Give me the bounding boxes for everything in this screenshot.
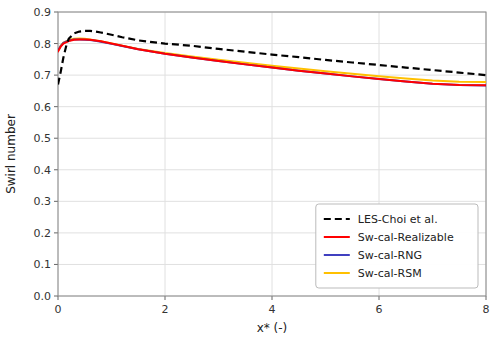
tick-mark: [54, 75, 58, 76]
tick-mark: [54, 201, 58, 202]
tick-mark: [165, 296, 166, 300]
legend-swatch: [324, 218, 350, 220]
legend-swatch: [324, 254, 350, 256]
lines: [58, 31, 486, 86]
axes: 0.0 0.1 0.2 0.3 0.4 0.5 0.6 0.7 0.8 0.9 0 2 4 6 8: [34, 6, 490, 316]
tick-mark: [54, 106, 58, 107]
tick-mark: [54, 12, 58, 13]
tick-label: 0.9: [34, 6, 52, 19]
tick-mark: [379, 296, 380, 300]
tick-label: 0.5: [34, 132, 52, 145]
tick-label: 8: [483, 303, 490, 316]
tick-label: 0.3: [34, 195, 52, 208]
tick-mark: [486, 296, 487, 300]
x-axis-label: x* (-): [257, 321, 288, 335]
tick-label: 0.7: [34, 69, 52, 82]
plot-frame: [58, 12, 486, 296]
grid: [58, 12, 486, 296]
tick-label: 0.0: [34, 290, 52, 303]
tick-label: 4: [269, 303, 276, 316]
legend-swatch: [324, 236, 350, 238]
tick-label: 0.1: [34, 258, 52, 271]
tick-label: 2: [162, 303, 169, 316]
tick-label: 0.6: [34, 101, 52, 114]
legend-label: Sw-cal-RNG: [358, 249, 422, 262]
background: [0, 0, 500, 342]
tick-label: 0.2: [34, 227, 52, 240]
legend-label: Sw-cal-RSM: [358, 267, 422, 280]
tick-label: 0: [55, 303, 62, 316]
tick-mark: [54, 264, 58, 265]
tick-mark: [54, 138, 58, 139]
legend-swatch: [324, 272, 350, 274]
series-line: [58, 31, 486, 85]
legend: LES-Choi et al. Sw-cal-Realizable Sw-cal-R…: [316, 204, 478, 288]
y-axis-label: Swirl number: [4, 114, 18, 194]
legend-label: Sw-cal-Realizable: [358, 231, 454, 244]
tick-label: 0.4: [34, 164, 52, 177]
tick-mark: [54, 296, 58, 297]
chart: 0.0 0.1 0.2 0.3 0.4 0.5 0.6 0.7 0.8 0.9 0 2 4 6 8 x* (-…: [0, 0, 500, 342]
series-line: [58, 39, 486, 85]
tick-mark: [54, 232, 58, 233]
legend-label: LES-Choi et al.: [358, 213, 438, 226]
tick-label: 0.8: [34, 38, 52, 51]
tick-mark: [272, 296, 273, 300]
tick-mark: [54, 169, 58, 170]
series-line: [58, 39, 486, 85]
tick-mark: [58, 296, 59, 300]
legend-box: [316, 204, 478, 288]
tick-mark: [54, 43, 58, 44]
tick-label: 6: [376, 303, 383, 316]
